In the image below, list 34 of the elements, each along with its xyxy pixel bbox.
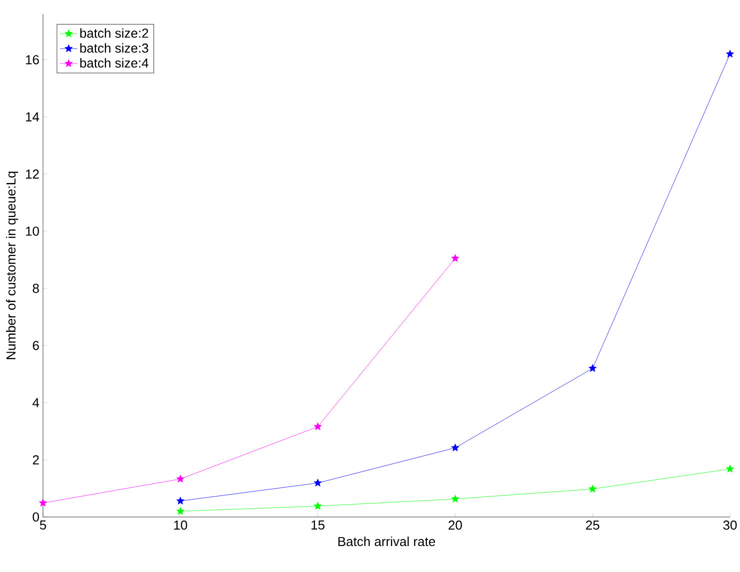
- point: [726, 464, 734, 472]
- x-tick-label: 15: [312, 520, 324, 530]
- x-tick-label: 20: [448, 520, 462, 530]
- point: [176, 474, 184, 482]
- x-tick-label: 30: [723, 520, 737, 530]
- point: [588, 484, 597, 492]
- point: [39, 498, 48, 506]
- y-tick-label: 12: [26, 169, 39, 179]
- point: [588, 364, 597, 372]
- y-tick-label: 14: [26, 112, 40, 122]
- point: [451, 494, 460, 502]
- x-tick-label: 10: [174, 520, 188, 530]
- y-tick-label: 2: [32, 455, 39, 464]
- point: [314, 422, 322, 430]
- point: [314, 502, 322, 510]
- legend-label: batch size:4: [80, 58, 148, 68]
- point: [314, 478, 322, 486]
- legend-label: batch size:2: [80, 28, 148, 38]
- x-tick-label: 5: [40, 520, 46, 530]
- point: [451, 254, 460, 262]
- y-tick-label: 4: [32, 398, 40, 408]
- y-tick-label: 10: [26, 226, 39, 236]
- y-axis-title: Number of customer in queue:Lq: [6, 172, 18, 360]
- y-tick-label: 6: [32, 340, 39, 350]
- x-tick-label: 25: [586, 520, 600, 530]
- y-tick-label: 0: [32, 512, 39, 522]
- point: [451, 444, 460, 452]
- y-tick-label: 16: [26, 55, 39, 64]
- point: [726, 50, 734, 58]
- point: [176, 496, 184, 504]
- point: [176, 507, 184, 515]
- y-tick-label: 8: [32, 284, 39, 293]
- legend-label: batch size:3: [80, 43, 148, 53]
- x-axis-title: Batch arrival rate: [338, 536, 436, 546]
